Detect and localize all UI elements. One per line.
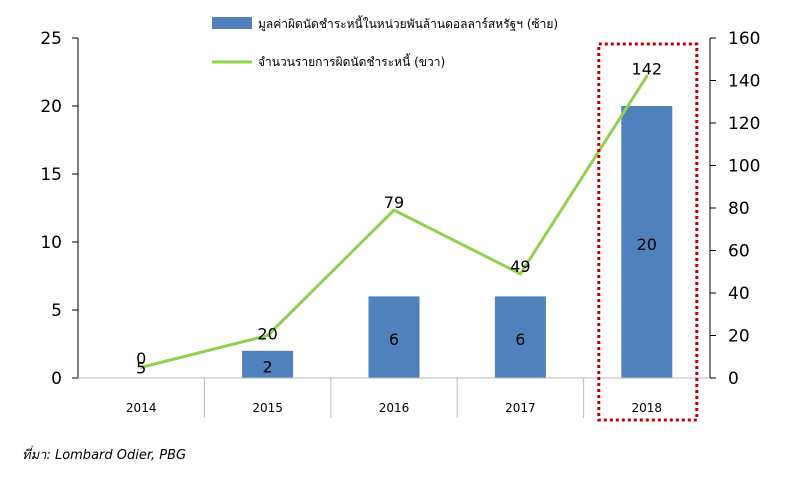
line-data-label: 5 — [136, 358, 146, 377]
bar-data-label: 20 — [637, 235, 657, 254]
highlight-layer — [597, 42, 699, 422]
legend-bar-label: มูลค่าผิดนัดชำระหนี้ในหน่วยพันล้านดอลลาร… — [258, 15, 558, 32]
labels-layer: 0 2 6 6 20 5 20 79 49 142 — [136, 59, 662, 377]
x-tick-label: 2014 — [126, 401, 157, 415]
x-tick-label: 2017 — [505, 401, 536, 415]
line-point-2016 — [392, 208, 396, 212]
line-point-2018 — [645, 74, 649, 78]
y-right-tick-label: 160 — [728, 29, 760, 49]
bar-data-label: 2 — [263, 357, 273, 376]
line-data-label: 20 — [257, 325, 277, 344]
highlight-box — [597, 42, 699, 422]
source-note: ที่มา: Lombard Odier, PBG — [22, 448, 187, 463]
bar-data-label: 0 — [136, 349, 146, 368]
x-tick-label: 2015 — [252, 401, 283, 415]
y-right-tick-label: 40 — [728, 284, 750, 304]
y-left-tick-label: 15 — [40, 165, 62, 185]
x-tick-label: 2018 — [632, 401, 663, 415]
bar-data-label: 6 — [515, 330, 525, 349]
line-data-label: 142 — [632, 59, 663, 78]
y-left-tick-label: 5 — [51, 301, 62, 321]
line-point-2017 — [518, 272, 522, 276]
legend-bar-swatch — [212, 17, 252, 29]
line-point-2014 — [139, 365, 143, 369]
legend-line-label: จำนวนรายการผิดนัดชำระหนี้ (ขวา) — [258, 53, 445, 69]
x-tick-label: 2016 — [379, 401, 410, 415]
y-left-tick-label: 20 — [40, 97, 62, 117]
y-right-tick-label: 0 — [728, 369, 739, 389]
y-right-tick-label: 60 — [728, 242, 750, 262]
y-right-tick-label: 140 — [728, 72, 760, 92]
y-left-tick-label: 0 — [51, 369, 62, 389]
legend: มูลค่าผิดนัดชำระหนี้ในหน่วยพันล้านดอลลาร… — [212, 15, 558, 69]
line-point-2015 — [266, 334, 270, 337]
y-left-tick-label: 10 — [40, 233, 62, 253]
y-left-tick-label: 25 — [40, 29, 62, 49]
bar-2018 — [621, 106, 673, 378]
bar-2017 — [494, 296, 546, 378]
bar-data-label: 6 — [389, 330, 399, 349]
line-layer — [139, 74, 649, 369]
bar-2015 — [242, 350, 294, 378]
bars-layer — [242, 106, 673, 378]
line-data-label: 79 — [384, 193, 404, 212]
bar-2016 — [368, 296, 420, 378]
y-right-tick-label: 120 — [728, 114, 760, 134]
y-right-tick-label: 20 — [728, 327, 750, 347]
y-right-tick-label: 100 — [728, 157, 760, 177]
y-right-tick-label: 80 — [728, 199, 750, 219]
line-data-label: 49 — [510, 257, 530, 276]
